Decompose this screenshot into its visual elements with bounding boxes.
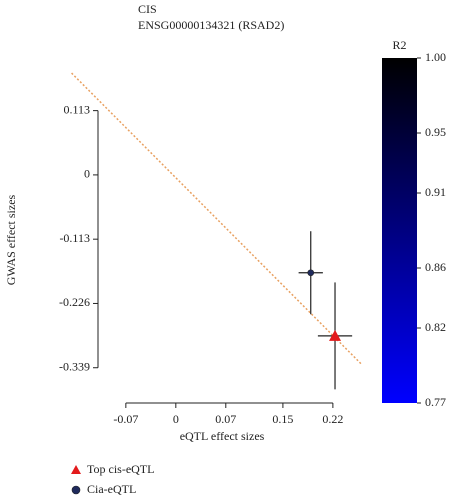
y-axis-label: GWAS effect sizes bbox=[4, 194, 18, 285]
y-tick-label: 0.113 bbox=[63, 102, 90, 116]
x-tick-label: 0.07 bbox=[215, 412, 236, 426]
colorbar-tick-label: 0.91 bbox=[425, 185, 446, 199]
colorbar bbox=[382, 58, 417, 403]
fit-line bbox=[71, 72, 363, 366]
x-tick-label: -0.07 bbox=[113, 412, 138, 426]
colorbar-tick-label: 0.77 bbox=[425, 395, 446, 409]
y-tick-label: -0.113 bbox=[59, 231, 90, 245]
chart-subtitle: ENSG00000134321 (RSAD2) bbox=[138, 18, 284, 32]
colorbar-tick-label: 0.86 bbox=[425, 260, 446, 274]
y-tick-label: -0.339 bbox=[59, 359, 90, 373]
x-tick-label: 0.15 bbox=[272, 412, 293, 426]
y-tick-label: -0.226 bbox=[59, 295, 90, 309]
y-tick-label: 0 bbox=[84, 167, 90, 181]
point bbox=[329, 329, 342, 341]
legend-marker bbox=[71, 465, 81, 474]
chart-title: CIS bbox=[138, 2, 157, 16]
point bbox=[307, 269, 315, 277]
colorbar-tick-label: 0.82 bbox=[425, 320, 446, 334]
legend-marker bbox=[71, 485, 81, 495]
legend-label: Top cis-eQTL bbox=[87, 462, 154, 476]
x-tick-label: 0.22 bbox=[322, 412, 343, 426]
colorbar-tick-label: 0.95 bbox=[425, 125, 446, 139]
x-tick-label: 0 bbox=[173, 412, 179, 426]
colorbar-tick-label: 1.00 bbox=[425, 50, 446, 64]
colorbar-title: R2 bbox=[392, 38, 406, 52]
legend-label: Cia-eQTL bbox=[87, 482, 136, 496]
x-axis-label: eQTL effect sizes bbox=[180, 429, 265, 443]
